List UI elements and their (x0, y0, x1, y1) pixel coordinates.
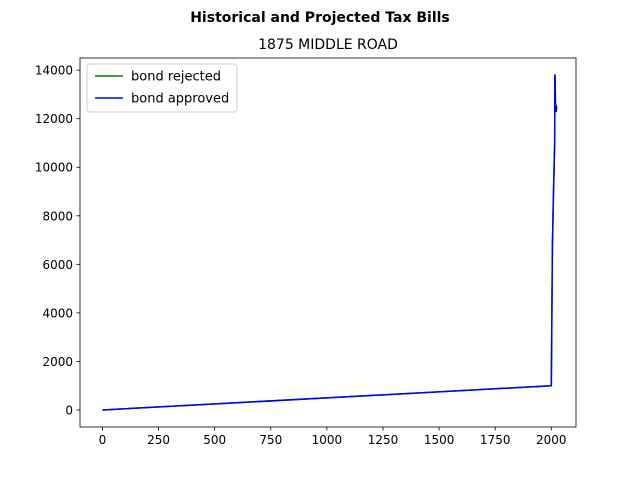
x-tick-label: 1000 (312, 433, 343, 447)
y-tick-label: 2000 (42, 355, 73, 369)
y-tick-label: 12000 (35, 112, 73, 126)
y-tick-label: 4000 (42, 306, 73, 320)
y-tick-label: 14000 (35, 64, 73, 78)
y-tick-label: 6000 (42, 258, 73, 272)
series-line-bond-approved (102, 74, 558, 411)
x-tick-label: 2000 (536, 433, 567, 447)
y-tick-label: 8000 (42, 209, 73, 223)
x-tick-label: 1750 (480, 433, 511, 447)
legend: bond rejected bond approved (86, 63, 238, 113)
legend-label: bond rejected (131, 70, 221, 85)
figure-suptitle: Historical and Projected Tax Bills (190, 10, 450, 26)
chart-title: 1875 MIDDLE ROAD (258, 37, 398, 53)
x-tick-label: 0 (99, 433, 107, 447)
legend-box (86, 63, 238, 113)
y-tick-label: 10000 (35, 161, 73, 175)
axes-frame (79, 57, 577, 428)
legend-label: bond approved (131, 92, 229, 107)
plot-area (102, 74, 558, 411)
x-tick-label: 750 (259, 433, 282, 447)
y-tick-label: 0 (65, 404, 73, 418)
series-line-bond-rejected (102, 74, 558, 411)
axes: 0 250 500 750 1000 1250 1500 1750 2000 0 2000 4000 6… (35, 57, 577, 447)
x-tick-label: 250 (147, 433, 170, 447)
x-tick-label: 1500 (424, 433, 455, 447)
x-tick-label: 1250 (368, 433, 399, 447)
x-tick-label: 500 (203, 433, 226, 447)
